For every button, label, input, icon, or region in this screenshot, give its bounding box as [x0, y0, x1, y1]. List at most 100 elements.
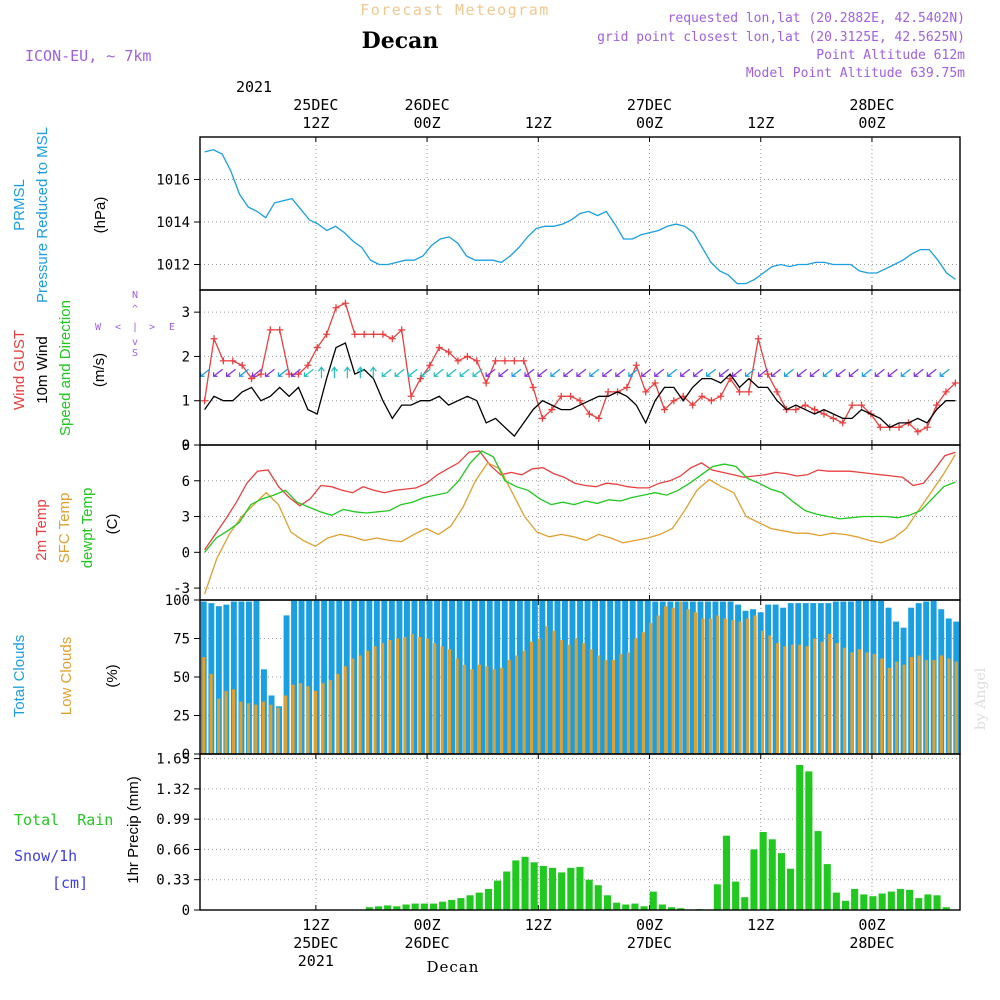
compass-north-arrow: ^: [132, 304, 138, 315]
precip-bar: [365, 907, 373, 910]
clouds-bar: [790, 644, 794, 754]
compass-west-arrow: <: [115, 322, 121, 333]
watermark: by Angel: [973, 667, 989, 730]
precip-bar: [484, 888, 492, 910]
precip-bar: [503, 871, 511, 910]
clouds-ytick-label: 100: [165, 593, 190, 609]
gust-point: [942, 388, 950, 396]
clouds-bar: [544, 626, 548, 754]
compass-east-arrow: >: [149, 322, 155, 333]
clouds-bar: [515, 655, 519, 754]
gust-point: [219, 357, 227, 365]
wind-arrow-icon: [472, 368, 483, 377]
gust-point: [398, 326, 406, 334]
clouds-bar: [464, 600, 471, 754]
clouds-bar: [418, 637, 422, 754]
wind-arrow-icon: [407, 368, 418, 377]
clouds-bar: [813, 638, 817, 754]
clouds-bar: [485, 666, 489, 754]
gust-point: [360, 330, 368, 338]
temp-series-line: [204, 450, 956, 553]
wind-arrow-icon: [485, 368, 496, 377]
clouds-bar: [434, 600, 440, 754]
precip-bar: [622, 904, 630, 910]
clouds-bar: [426, 600, 433, 754]
precip-bar: [429, 903, 437, 910]
bottom-hour-label: 00Z: [414, 916, 441, 934]
gust-point: [698, 392, 706, 400]
clouds-bar: [612, 660, 616, 754]
bottom-date-label: 28DEC: [849, 934, 894, 952]
compass-west: W: [95, 322, 102, 333]
precip-bar: [832, 892, 840, 910]
clouds-bar: [373, 646, 377, 754]
clouds-bar: [954, 661, 958, 754]
gust-point: [848, 401, 856, 409]
clouds-bar: [494, 600, 501, 754]
clouds-bar: [562, 600, 568, 754]
precip-bar: [777, 853, 785, 910]
clouds-bar: [622, 600, 629, 754]
wind-arrow-icon: [796, 368, 807, 377]
clouds-bar: [842, 647, 846, 754]
clouds-bar: [720, 601, 726, 754]
wind-arrow-icon: [822, 368, 833, 377]
wind-arrow-icon: [251, 368, 262, 377]
precip-bar: [631, 903, 639, 910]
precip-bar: [658, 904, 666, 910]
clouds-bar: [727, 601, 734, 754]
clouds-bar: [712, 601, 719, 754]
clouds-bar: [798, 644, 802, 754]
wind-arrow-icon: [770, 368, 781, 377]
clouds-bar: [604, 660, 608, 754]
precip-bar: [512, 860, 520, 910]
wind-arrow-icon: [732, 368, 743, 377]
clouds-bar: [224, 690, 228, 754]
clouds-bar: [269, 704, 273, 754]
precip-bar: [869, 896, 877, 910]
clouds-bar: [614, 600, 621, 754]
gust-point: [557, 392, 565, 400]
bottom-hour-label: 12Z: [302, 916, 329, 934]
precip-bar: [915, 898, 923, 910]
precip-bar: [539, 866, 547, 910]
snow-unit-label: [cm]: [52, 874, 88, 892]
precip-bar: [823, 864, 831, 910]
clouds-bar: [693, 612, 697, 754]
precip-bar: [594, 885, 602, 910]
clouds-bar: [629, 600, 636, 754]
precip-bar: [585, 879, 593, 910]
wind-arrow-icon: [225, 368, 236, 377]
clouds-bar: [757, 612, 764, 754]
clouds-bar: [440, 646, 444, 754]
clouds-bar: [209, 673, 213, 754]
clouds-bar: [471, 600, 478, 754]
wind-arrow-icon: [706, 368, 717, 377]
wind-arrow-icon: [809, 368, 820, 377]
clouds-bar: [705, 601, 711, 754]
pressure-labels: PRMSL Pressure Reduced to MSL (hPa): [11, 127, 109, 303]
model-altitude: Model Point Altitude 639.75m: [746, 66, 965, 81]
clouds-bar: [441, 600, 448, 754]
clouds-bar: [388, 640, 392, 754]
wind-arrow-icon: [874, 368, 885, 377]
precip-bar: [924, 894, 932, 910]
clouds-bar: [321, 600, 328, 754]
clouds-bar: [253, 600, 260, 754]
top-date-label: 26DEC: [404, 96, 449, 114]
clouds-bar: [433, 643, 437, 754]
wind-ytick-label: 3: [182, 305, 190, 321]
wind-arrow-icon: [369, 366, 377, 379]
top-date-label: 27DEC: [627, 96, 672, 114]
gust-point: [379, 330, 387, 338]
gust-point: [585, 410, 593, 418]
clouds-bar: [261, 701, 265, 754]
gust-point: [210, 335, 218, 343]
clouds-bar: [599, 600, 606, 754]
pressure-ytick-label: 1012: [156, 258, 190, 274]
wind-arrow-icon: [446, 368, 457, 377]
wind-arrow-icon: [861, 368, 872, 377]
chart-panels: 1012101410160123-30369025507510000.330.6…: [156, 136, 961, 919]
wind-arrow-icon: [459, 368, 470, 377]
precip-bar: [878, 893, 886, 910]
